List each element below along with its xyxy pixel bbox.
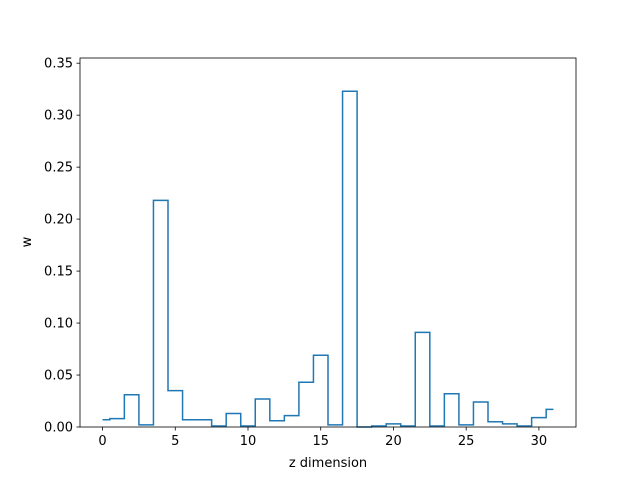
y-tick-label: 0.35 bbox=[44, 57, 73, 72]
x-tick-label: 5 bbox=[171, 434, 179, 449]
x-tick-label: 10 bbox=[240, 434, 257, 449]
y-tick-label: 0.10 bbox=[44, 317, 73, 332]
y-tick-label: 0.00 bbox=[44, 421, 73, 436]
y-tick-label: 0.15 bbox=[44, 265, 73, 280]
y-tick-label: 0.20 bbox=[44, 213, 73, 228]
plot-frame bbox=[79, 57, 577, 428]
x-tick-label: 20 bbox=[385, 434, 402, 449]
x-tick-label: 0 bbox=[98, 434, 106, 449]
y-tick-label: 0.25 bbox=[44, 161, 73, 176]
series-step-line-0 bbox=[102, 90, 554, 428]
y-axis-label: w bbox=[20, 236, 35, 247]
x-tick-label: 15 bbox=[312, 434, 329, 449]
x-axis-label: z dimension bbox=[289, 456, 367, 471]
y-tick-label: 0.30 bbox=[44, 109, 73, 124]
y-tick-label: 0.05 bbox=[44, 369, 73, 384]
x-tick-label: 30 bbox=[531, 434, 548, 449]
x-tick-label: 25 bbox=[458, 434, 475, 449]
